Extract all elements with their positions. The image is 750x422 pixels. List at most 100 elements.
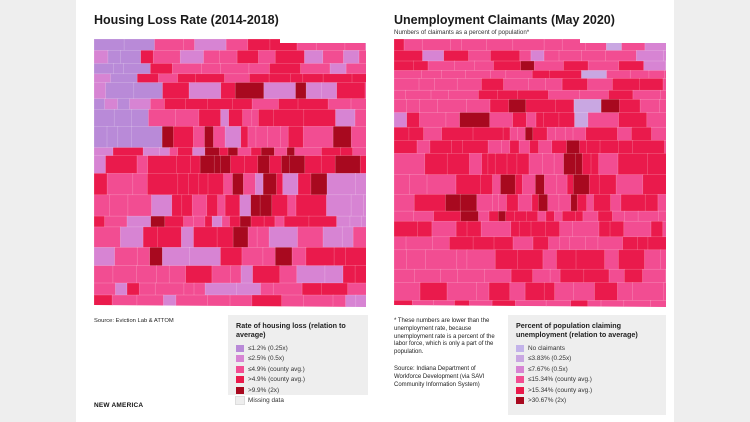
unemployment-tract xyxy=(606,70,631,80)
housing-loss-tract xyxy=(94,73,112,84)
unemployment-legend-swatch xyxy=(516,355,524,363)
housing-loss-tract xyxy=(290,73,304,84)
housing-loss-legend-swatch xyxy=(236,365,244,373)
housing-loss-tract xyxy=(94,282,117,296)
unemployment-tract xyxy=(508,99,527,114)
unemployment-tract xyxy=(646,112,666,128)
unemployment-tract xyxy=(545,300,572,307)
unemployment-tract xyxy=(394,268,416,284)
housing-loss-tract xyxy=(229,215,241,228)
unemployment-tract xyxy=(394,50,424,62)
unemployment-tract xyxy=(548,236,561,251)
unemployment-tract xyxy=(437,99,468,114)
unemployment-tract xyxy=(624,268,644,284)
housing-loss-tract xyxy=(250,194,261,217)
unemployment-tract xyxy=(487,140,503,155)
housing-loss-tract xyxy=(117,98,131,111)
unemployment-tract xyxy=(457,268,486,284)
housing-loss-tract xyxy=(224,126,242,149)
housing-loss-tract xyxy=(283,215,310,228)
housing-loss-tract xyxy=(303,109,337,128)
housing-loss-tract xyxy=(154,282,185,296)
housing-loss-tract xyxy=(94,194,111,217)
unemployment-tract xyxy=(455,174,482,196)
unemployment-tract xyxy=(572,126,587,142)
unemployment-tract xyxy=(440,268,459,284)
housing-loss-tract xyxy=(94,50,109,65)
unemployment-tract xyxy=(456,78,483,91)
unemployment-tract xyxy=(413,210,435,222)
unemployment-tract xyxy=(561,39,587,52)
housing-loss-tract xyxy=(227,147,239,157)
unemployment-tract xyxy=(394,39,405,52)
unemployment-tract xyxy=(579,89,610,101)
unemployment-tract xyxy=(587,78,614,91)
unemployment-tract xyxy=(532,268,551,284)
housing-loss-tract xyxy=(249,73,270,84)
unemployment-tract xyxy=(455,220,468,238)
unemployment-tract xyxy=(618,140,634,155)
unemployment-tract xyxy=(481,78,505,91)
housing-loss-tract xyxy=(189,247,222,267)
housing-loss-tract xyxy=(247,126,257,149)
housing-loss-tract xyxy=(94,155,107,175)
unemployment-tract xyxy=(394,89,407,101)
unemployment-tract xyxy=(620,194,646,212)
unemployment-tract xyxy=(537,210,547,222)
housing-loss-tract xyxy=(360,215,366,228)
unemployment-tract xyxy=(618,112,648,128)
unemployment-tract xyxy=(605,50,638,62)
housing-loss-tract xyxy=(324,265,344,284)
housing-loss-legend-item: Missing data xyxy=(235,396,360,407)
housing-loss-tract xyxy=(104,98,119,111)
housing-loss-tract xyxy=(297,98,329,111)
unemployment-tract xyxy=(632,89,662,101)
housing-loss-tract xyxy=(363,194,366,217)
housing-loss-legend: Rate of housing loss (relation to averag… xyxy=(228,315,368,406)
unemployment-tract xyxy=(422,50,445,62)
unemployment-tract xyxy=(573,282,596,302)
unemployment-tract xyxy=(528,78,547,91)
housing-loss-tract xyxy=(352,147,366,157)
unemployment-tract xyxy=(542,153,555,176)
housing-loss-legend-item: >4.9% (county avg.) xyxy=(236,375,360,386)
unemployment-tract xyxy=(556,249,577,270)
housing-loss-tract xyxy=(270,310,281,311)
housing-loss-tract xyxy=(152,50,181,65)
housing-loss-tract xyxy=(169,147,179,157)
unemployment-tract xyxy=(472,126,504,142)
housing-loss-tract xyxy=(149,247,164,267)
housing-loss-tract xyxy=(305,310,334,311)
unemployment-tract xyxy=(582,210,599,222)
unemployment-legend-swatch xyxy=(516,365,524,373)
housing-loss-tract xyxy=(183,39,196,52)
unemployment-tract xyxy=(572,220,600,238)
housing-loss-tract xyxy=(239,194,252,217)
housing-loss-tract xyxy=(150,63,173,75)
housing-loss-tract xyxy=(351,73,366,84)
housing-loss-tract xyxy=(334,155,361,175)
unemployment-choropleth-map xyxy=(394,39,666,307)
unemployment-tract xyxy=(406,249,427,270)
unemployment-tract xyxy=(663,282,666,302)
housing-loss-tract xyxy=(304,50,324,65)
unemployment-tract xyxy=(394,220,419,238)
unemployment-tract xyxy=(639,99,661,114)
unemployment-tract xyxy=(465,70,492,80)
unemployment-tract xyxy=(406,112,421,128)
housing-loss-tract xyxy=(168,265,187,284)
unemployment-tract xyxy=(441,126,474,142)
housing-loss-tract xyxy=(120,50,142,65)
unemployment-tract xyxy=(576,194,588,212)
housing-loss-tract xyxy=(251,98,280,111)
unemployment-legend-label: >15.34% (county avg.) xyxy=(528,386,593,394)
unemployment-tract xyxy=(543,112,560,128)
unemployment-tract xyxy=(599,140,620,155)
unemployment-tract xyxy=(518,220,532,238)
housing-loss-tract xyxy=(297,226,324,249)
unemployment-tract xyxy=(639,78,664,91)
unemployment-tract xyxy=(608,89,634,101)
housing-loss-tract xyxy=(280,126,289,149)
housing-loss-tract xyxy=(322,50,345,65)
housing-loss-tract xyxy=(204,282,238,296)
